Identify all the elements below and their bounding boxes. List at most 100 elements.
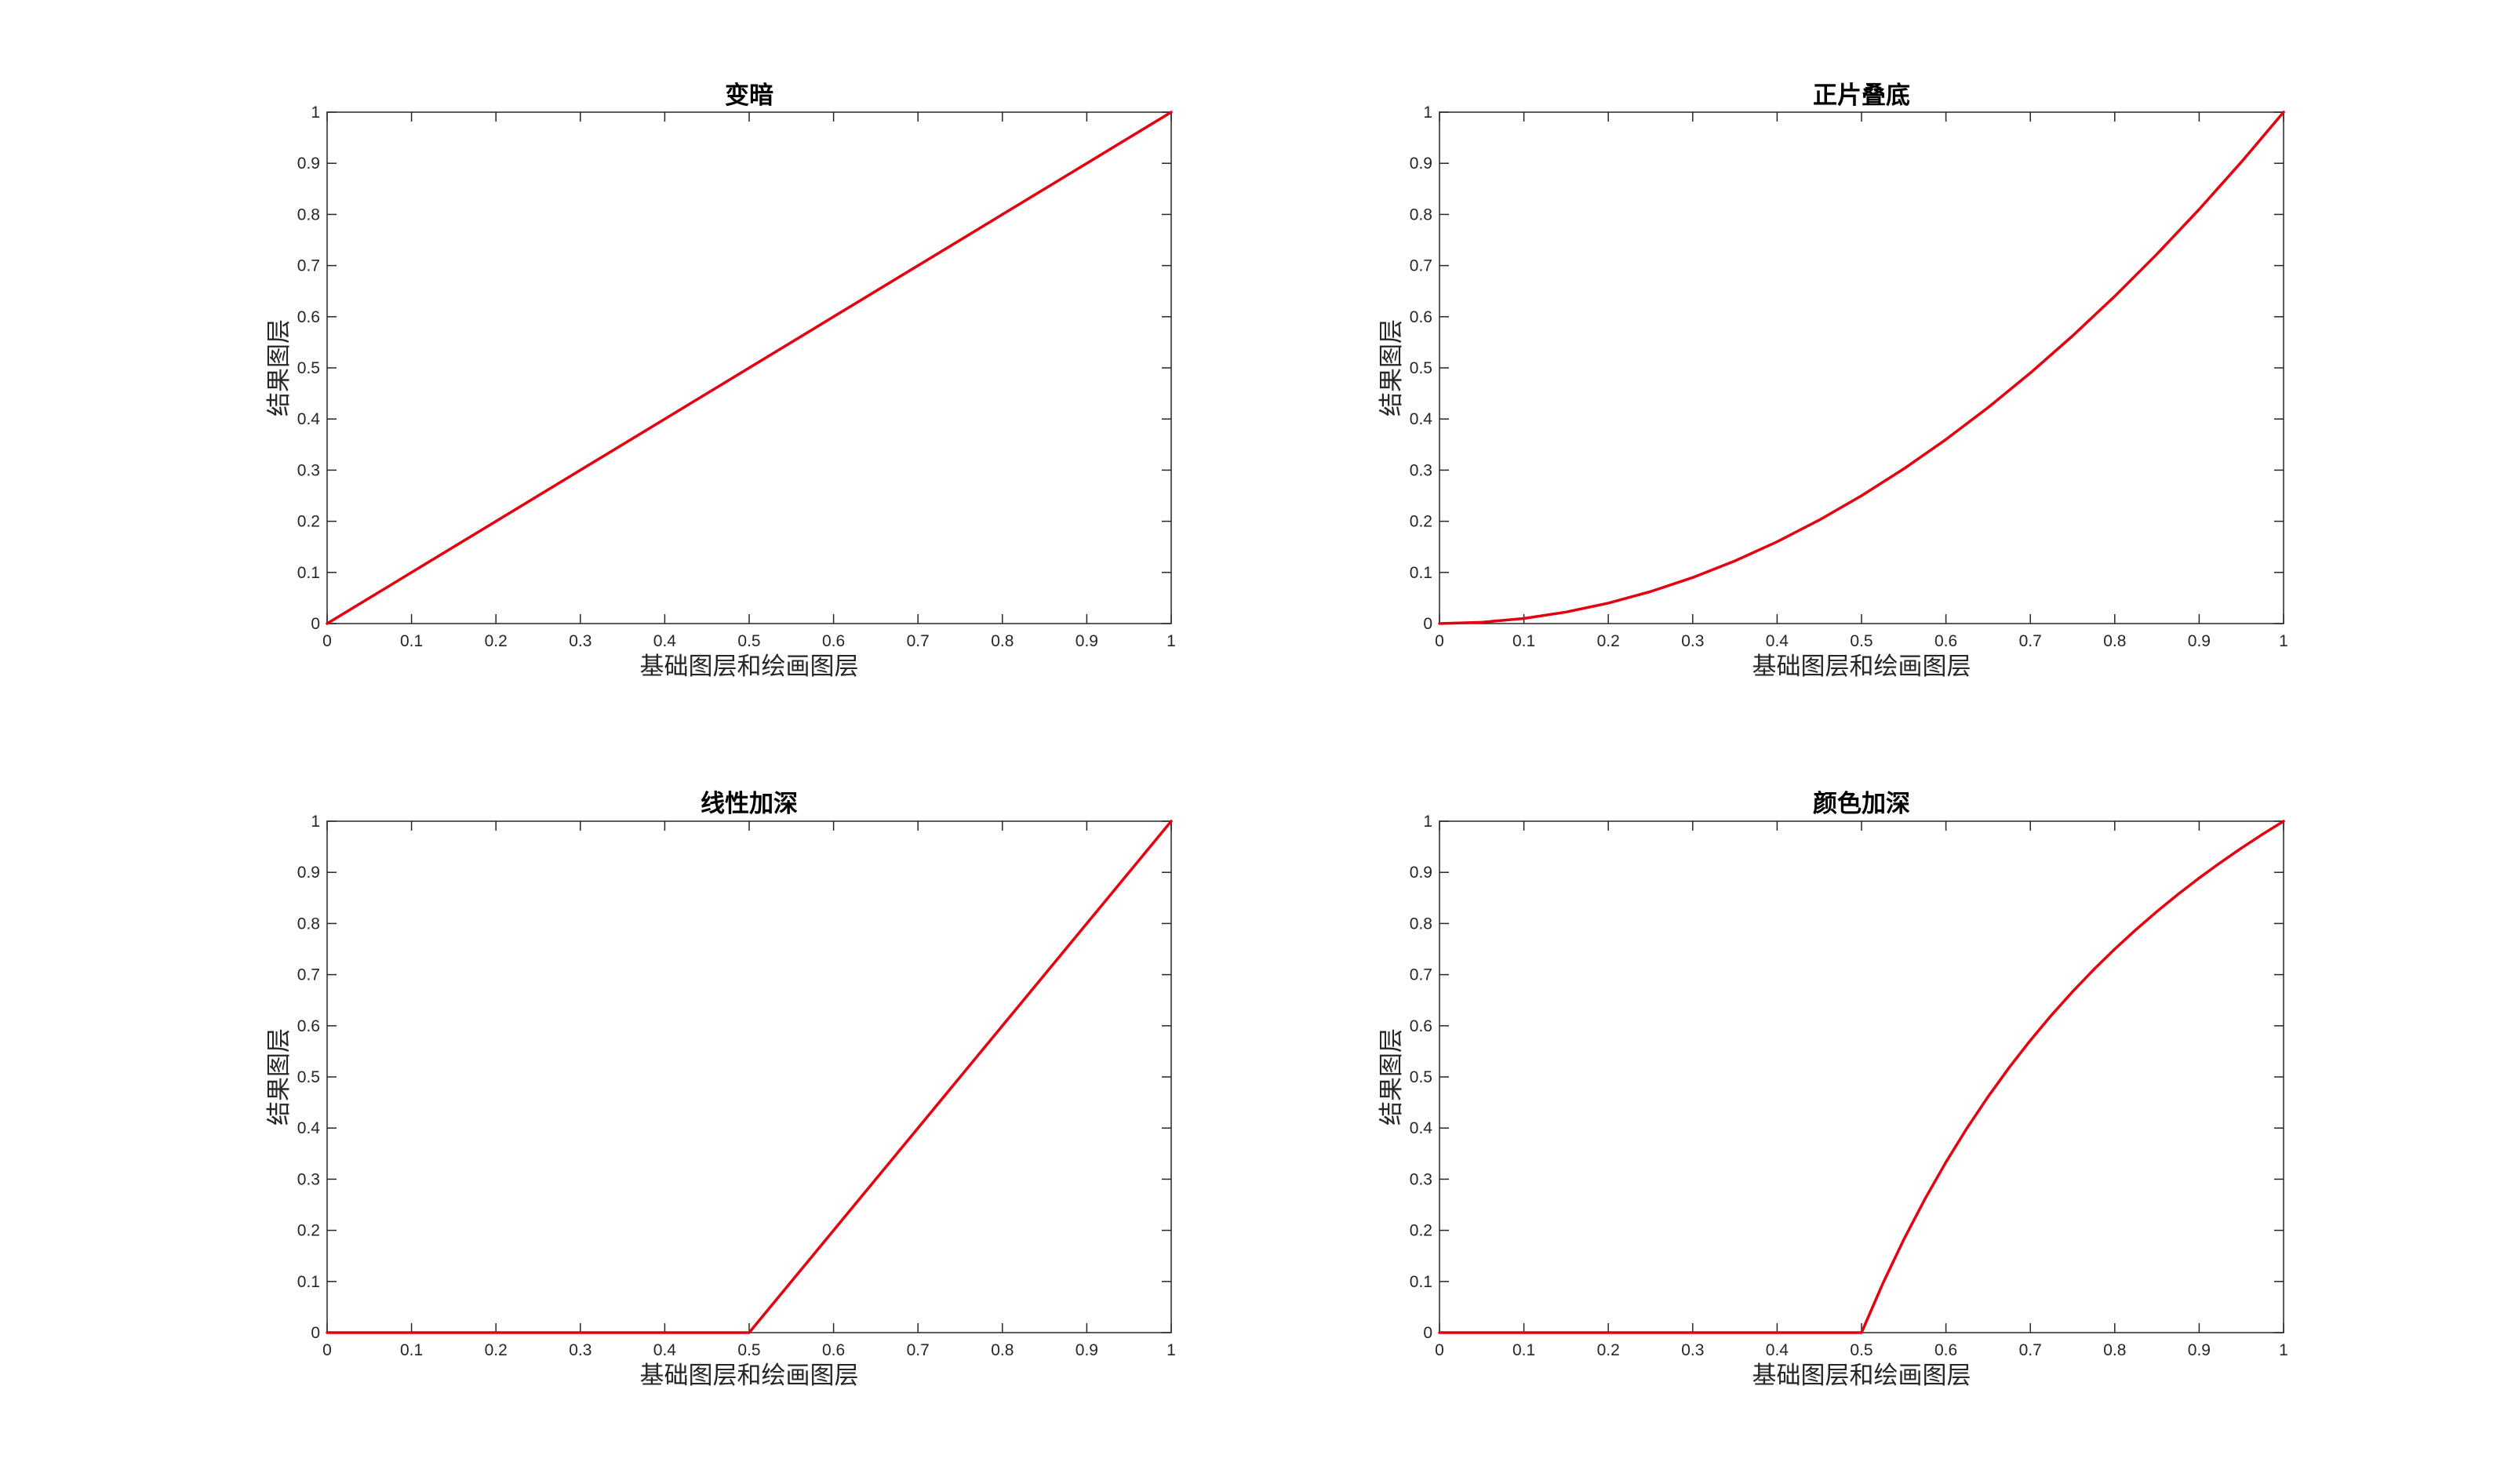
x-tick-label: 1 (2279, 632, 2288, 650)
y-tick-label: 0 (1423, 1324, 1432, 1342)
y-axis-label: 结果图层 (1378, 319, 1406, 416)
tick-labels: 0 0.1 0.2 0.3 0.4 0.5 0.6 0.7 0.8 0.9 1 0 0.1 0.2 0.3 0… (1410, 104, 2288, 650)
y-tick-label: 0.3 (1410, 461, 1432, 479)
y-tick-label: 0.9 (297, 155, 320, 173)
x-tick-label: 0.7 (2019, 1341, 2042, 1359)
chart-title: 颜色加深 (1813, 790, 1910, 818)
y-tick-label: 0.1 (1410, 1273, 1432, 1291)
x-tick-label: 0.8 (991, 632, 1014, 650)
y-tick-label: 0.3 (1410, 1170, 1432, 1188)
x-tick-label: 0.1 (400, 1341, 423, 1359)
y-tick-label: 0.2 (297, 513, 320, 531)
chart-panel-3: 0 0.1 0.2 0.3 0.4 0.5 0.6 0.7 0.8 0.9 1 0 0.1 0.2 0.3 0… (265, 790, 1176, 1390)
chart-panel-1: 0 0.1 0.2 0.3 0.4 0.5 0.6 0.7 0.8 0.9 1 0 0.1 0.2 0.3 0… (265, 82, 1176, 681)
y-tick-label: 1 (311, 104, 320, 122)
series-line (326, 820, 1173, 1334)
y-tick-label: 0 (311, 1324, 320, 1342)
y-tick-label: 0.4 (1410, 1119, 1433, 1137)
y-tick-label: 0.8 (297, 915, 320, 933)
y-tick-label: 0.5 (297, 359, 320, 377)
x-tick-label: 0.9 (2188, 1341, 2211, 1359)
plot-area (1439, 111, 2284, 624)
y-axis-label: 结果图层 (265, 1028, 293, 1126)
series-line (1438, 820, 2285, 1334)
y-tick-label: 0.9 (1410, 155, 1432, 173)
x-tick-label: 0.3 (569, 1341, 591, 1359)
x-tick-label: 0.3 (1681, 632, 1704, 650)
x-axis-label: 基础图层和绘画图层 (640, 1362, 859, 1390)
tick-labels: 0 0.1 0.2 0.3 0.4 0.5 0.6 0.7 0.8 0.9 1 0 0.1 0.2 0.3 0… (1410, 813, 2288, 1359)
x-tick-label: 0.4 (1766, 1341, 1789, 1359)
series-line (1438, 111, 2285, 625)
y-tick-label: 0.4 (297, 1119, 321, 1137)
y-tick-label: 0.5 (297, 1068, 320, 1086)
tick-marks (326, 820, 1172, 1333)
x-tick-label: 0.2 (1597, 1341, 1620, 1359)
x-tick-label: 0.2 (485, 1341, 508, 1359)
x-tick-label: 0.6 (1934, 632, 1957, 650)
y-tick-label: 0.6 (297, 1017, 320, 1035)
x-tick-label: 0.2 (485, 632, 508, 650)
x-tick-label: 0.5 (737, 1341, 760, 1359)
series-line (326, 111, 1173, 625)
x-tick-label: 0.1 (1512, 1341, 1535, 1359)
x-tick-label: 0.1 (1512, 632, 1535, 650)
x-tick-label: 0.8 (991, 1341, 1014, 1359)
y-tick-label: 0.5 (1410, 1068, 1432, 1086)
y-tick-label: 0.7 (297, 257, 320, 275)
y-tick-label: 0.5 (1410, 359, 1432, 377)
y-tick-label: 0.3 (297, 1170, 320, 1188)
x-tick-label: 0.6 (1934, 1341, 1957, 1359)
chart-title: 变暗 (725, 82, 773, 110)
y-tick-label: 0.4 (297, 410, 321, 428)
x-axis-label: 基础图层和绘画图层 (640, 653, 859, 681)
tick-labels: 0 0.1 0.2 0.3 0.4 0.5 0.6 0.7 0.8 0.9 1 0 0.1 0.2 0.3 0… (297, 813, 1176, 1359)
x-tick-label: 0.2 (1597, 632, 1620, 650)
y-axis-label: 结果图层 (265, 319, 293, 416)
y-tick-label: 0.2 (1410, 1222, 1432, 1240)
y-tick-label: 0.1 (1410, 564, 1432, 582)
x-tick-label: 0 (1435, 632, 1444, 650)
y-tick-label: 0.8 (1410, 915, 1432, 933)
y-tick-label: 1 (311, 813, 320, 831)
x-tick-label: 0.8 (2103, 1341, 2126, 1359)
x-tick-label: 1 (2279, 1341, 2288, 1359)
y-tick-label: 0.9 (1410, 864, 1432, 882)
y-tick-label: 0.9 (297, 864, 320, 882)
y-tick-label: 0 (1423, 615, 1432, 633)
x-tick-label: 0.1 (400, 632, 423, 650)
y-tick-label: 0.1 (297, 564, 320, 582)
x-tick-label: 0.4 (653, 1341, 677, 1359)
x-tick-label: 0.9 (1075, 1341, 1098, 1359)
y-tick-label: 0.4 (1410, 410, 1433, 428)
x-tick-label: 0.3 (1681, 1341, 1704, 1359)
x-tick-label: 0.7 (907, 632, 930, 650)
x-tick-label: 0.6 (822, 632, 845, 650)
chart-title: 线性加深 (701, 790, 798, 818)
x-tick-label: 0.5 (1850, 1341, 1873, 1359)
y-tick-label: 0.1 (297, 1273, 320, 1291)
plot-area (1439, 820, 2284, 1333)
x-tick-label: 0.7 (2019, 632, 2042, 650)
x-tick-label: 0.8 (2103, 632, 2126, 650)
tick-marks (326, 111, 1172, 624)
x-tick-label: 0.5 (737, 632, 760, 650)
y-tick-label: 1 (1423, 813, 1432, 831)
x-tick-label: 1 (1166, 1341, 1176, 1359)
x-tick-label: 0.5 (1850, 632, 1873, 650)
y-tick-label: 0 (311, 615, 320, 633)
x-tick-label: 0 (322, 632, 332, 650)
y-tick-label: 0.2 (1410, 513, 1432, 531)
tick-marks (1439, 820, 2284, 1333)
x-tick-label: 0 (322, 1341, 332, 1359)
x-tick-label: 0.9 (1075, 632, 1098, 650)
y-tick-label: 0.7 (297, 966, 320, 984)
y-axis-label: 结果图层 (1378, 1028, 1406, 1126)
y-tick-label: 0.3 (297, 461, 320, 479)
x-axis-label: 基础图层和绘画图层 (1752, 653, 1971, 681)
y-tick-label: 0.6 (1410, 308, 1432, 326)
y-tick-label: 0.6 (297, 308, 320, 326)
x-axis-label: 基础图层和绘画图层 (1752, 1362, 1971, 1390)
x-tick-label: 0 (1435, 1341, 1444, 1359)
